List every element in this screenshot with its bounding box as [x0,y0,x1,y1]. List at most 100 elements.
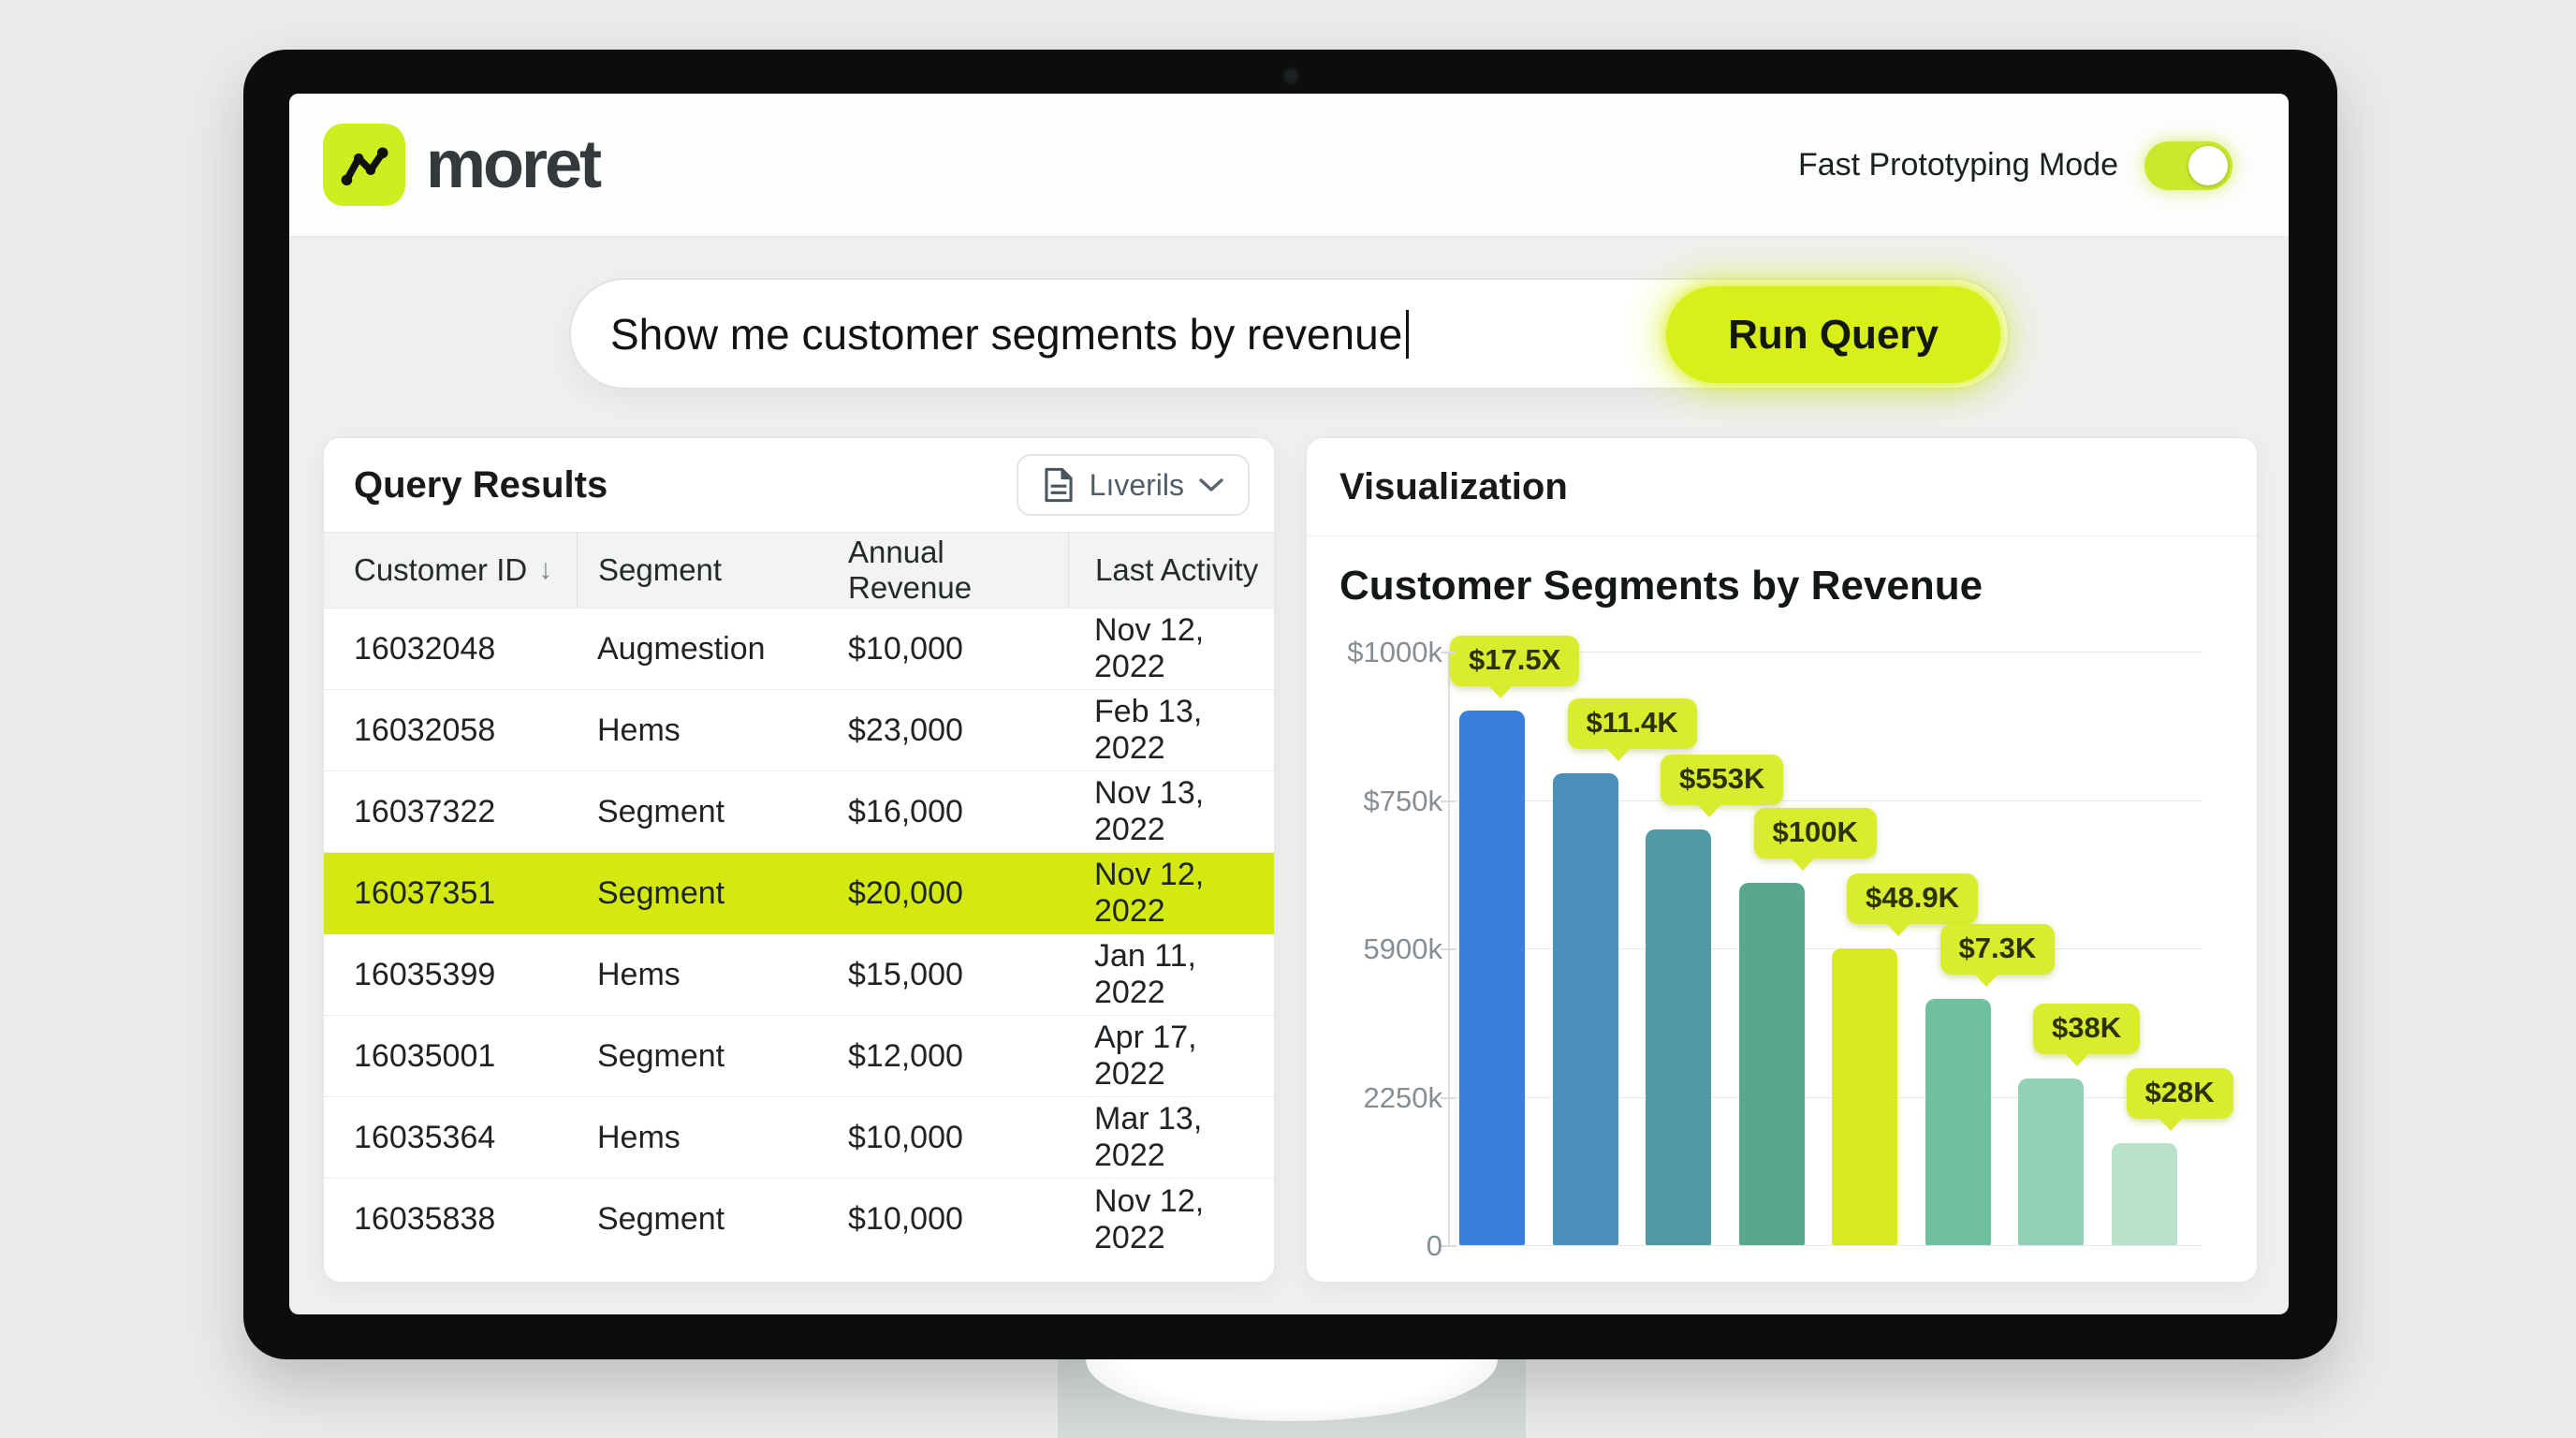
table-row[interactable]: 16035838 Segment $10,000 Nov 12, 2022 [324,1179,1274,1260]
query-input[interactable]: Show me customer segments by revenue Run… [569,278,2010,389]
brand: moret [323,124,602,206]
axis-tick [1441,1096,1456,1099]
table-row[interactable]: 16035001 Segment $12,000 Apr 17, 2022 [324,1016,1274,1097]
table-row[interactable]: 16032048 Augmestion $10,000 Nov 12, 2022 [324,609,1274,690]
cell-segment: Segment [597,793,725,829]
query-text: Show me customer segments by revenue [610,309,1403,359]
tooltip-pointer-icon [1790,858,1815,872]
bar-value-tooltip: $100K [1753,808,1877,872]
cell-annual-revenue: $20,000 [848,874,963,911]
cell-last-activity: Nov 12, 2022 [1094,1182,1205,1255]
cell-last-activity: Mar 13, 2022 [1094,1101,1203,1173]
cell-customer-id: 16035364 [354,1119,496,1155]
table-row[interactable]: 16035364 Hems $10,000 Mar 13, 2022 [324,1097,1274,1179]
table-row[interactable]: 16032058 Hems $23,000 Feb 13, 2022 [324,690,1274,771]
column-header-customer-id[interactable]: Customer ID ↓ [354,552,553,587]
tooltip-pointer-icon [1697,804,1722,818]
brand-logo-icon [323,124,405,206]
chevron-down-icon [1199,478,1223,492]
cell-customer-id: 16037322 [354,793,496,829]
cell-customer-id: 16032058 [354,712,496,748]
cell-segment: Hems [597,1119,681,1155]
fast-prototyping-toggle[interactable] [2144,140,2232,190]
cell-last-activity: Feb 13, 2022 [1094,694,1203,766]
bar-value-tooltip: $38K [2033,1004,2141,1067]
tooltip-pointer-icon [2065,1053,2090,1067]
column-header-segment[interactable]: Segment [577,533,826,608]
cell-customer-id: 16032048 [354,630,496,667]
bar-segment-3[interactable] [1646,829,1711,1245]
webcam-icon [1281,66,1300,85]
monitor-stand [1058,1359,1526,1438]
stand-notch [1086,1359,1498,1421]
monitor-frame: moret Fast Prototyping Mode Show me cust… [243,50,2337,1359]
table-header-row: Customer ID ↓ Segment Annual Revenue Las… [324,532,1274,609]
query-results-panel: Query Results Lıverils [323,437,1275,1283]
bar-segment-8[interactable] [2111,1142,2177,1245]
visualization-panel: Visualization Customer Segments by Reven… [1306,437,2258,1283]
cell-annual-revenue: $12,000 [848,1037,963,1074]
line-chart-icon [341,147,388,186]
bar-segment-7[interactable] [2018,1078,2084,1245]
cell-last-activity: Nov 13, 2022 [1094,775,1205,847]
bar-value-tooltip: $553K [1661,755,1784,818]
gridline [1450,1096,2203,1098]
table-row[interactable]: 16037351 Segment $20,000 Nov 12, 2022 [324,853,1274,934]
tooltip-pointer-icon [1605,747,1631,761]
cell-annual-revenue: $10,000 [848,1119,963,1155]
cell-segment: Hems [597,956,681,992]
gridline [1450,652,2203,653]
tooltip-pointer-icon [2158,1117,2183,1131]
viz-header: Visualization [1307,438,2257,536]
text-caret [1406,309,1410,359]
cell-last-activity: Jan 11, 2022 [1094,938,1197,1010]
bar-value-tooltip: $17.5X [1450,636,1580,699]
export-dropdown-button[interactable]: Lıverils [1016,454,1250,516]
toggle-knob [2188,145,2228,185]
cell-last-activity: Apr 17, 2022 [1094,1020,1197,1092]
bar-segment-1[interactable] [1459,711,1525,1245]
cell-segment: Segment [597,874,725,911]
cell-annual-revenue: $10,000 [848,630,963,667]
cell-annual-revenue: $16,000 [848,793,963,829]
bar-segment-5[interactable] [1832,948,1897,1245]
bar-value-tooltip: $7.3K [1939,923,2056,987]
column-header-annual-revenue[interactable]: Annual Revenue [848,535,973,605]
cell-annual-revenue: $10,000 [848,1201,963,1237]
cell-customer-id: 16035838 [354,1201,496,1237]
axis-tick [1441,1245,1456,1247]
bar-segment-4[interactable] [1738,883,1805,1245]
cell-segment: Segment [597,1201,725,1237]
viz-title: Visualization [1339,465,1568,507]
sort-desc-icon: ↓ [538,554,553,585]
y-axis-tick-label: 5900k [1363,932,1442,965]
cell-customer-id: 16037351 [354,874,496,911]
results-title: Query Results [354,463,608,506]
mode-group: Fast Prototyping Mode [1798,94,2232,237]
chart: $17.5X $11.4K $553K $100K $48.9K $7.3K $38K $28… [1307,636,2257,1282]
cell-customer-id: 16035001 [354,1037,496,1074]
column-header-last-activity[interactable]: Last Activity [1068,533,1274,608]
run-query-button[interactable]: Run Query [1666,286,2000,383]
cell-annual-revenue: $23,000 [848,712,963,748]
cell-segment: Segment [597,1037,725,1074]
cell-segment: Augmestion [597,630,766,667]
chart-title: Customer Segments by Revenue [1339,563,1983,609]
results-header: Query Results Lıverils [324,438,1274,532]
y-axis-tick-label: $1000k [1347,636,1442,668]
screen: moret Fast Prototyping Mode Show me cust… [289,94,2289,1314]
gridline [1450,1245,2203,1246]
table-row[interactable]: 16037322 Segment $16,000 Nov 13, 2022 [324,771,1274,853]
file-icon [1045,467,1073,503]
bar-segment-6[interactable] [1925,998,1991,1245]
table-row[interactable]: 16035399 Hems $15,000 Jan 11, 2022 [324,934,1274,1016]
y-axis-tick-label: 0 [1426,1229,1442,1262]
axis-tick [1441,652,1456,653]
bar-segment-2[interactable] [1552,772,1618,1245]
axis-tick [1441,948,1456,950]
cell-segment: Hems [597,712,681,748]
tooltip-pointer-icon [1974,973,1999,987]
mode-label: Fast Prototyping Mode [1797,147,2118,183]
bar-value-tooltip: $11.4K [1567,697,1697,761]
cell-customer-id: 16035399 [354,956,496,992]
